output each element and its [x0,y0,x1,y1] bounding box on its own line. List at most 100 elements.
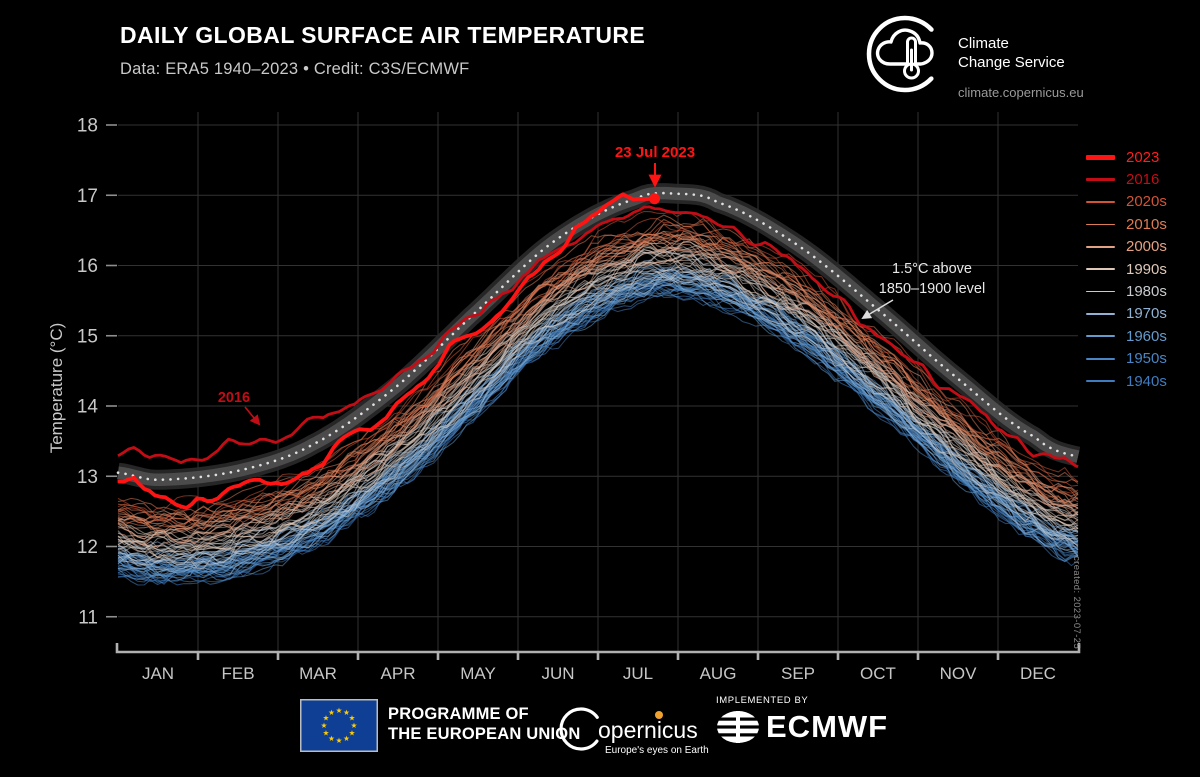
legend-label: 2010s [1126,215,1167,233]
legend-swatch [1086,223,1115,226]
svg-text:SEP: SEP [781,664,815,683]
legend-item-1990s: 1990s [1086,258,1167,280]
year-line [117,270,1079,573]
legend-item-2023: 2023 [1086,146,1167,168]
svg-text:JAN: JAN [142,664,174,683]
legend-label: 2020s [1126,193,1167,211]
svg-text:★: ★ [323,729,330,738]
year-line [117,275,1079,574]
legend-swatch [1086,380,1115,382]
svg-text:13: 13 [77,467,98,488]
annotation-23-jul-2023: 23 Jul 2023 [615,144,695,161]
svg-text:12: 12 [77,537,98,558]
svg-text:Temperature (°C): Temperature (°C) [47,323,66,454]
year-line [117,289,1079,581]
year-line [117,259,1079,553]
year-line [117,223,1079,525]
year-line [117,243,1079,543]
annotation-arrow-2016 [244,406,261,426]
svg-text:★: ★ [343,734,350,743]
legend-label: 2000s [1126,238,1167,256]
legend-swatch [1086,245,1115,248]
eu-flag: ★ ★ ★ ★ ★ ★ ★ ★ ★ ★ ★ ★ [300,699,378,757]
legend: 2023 2016 2020s 2010s 2000s 1990s 1980s 1970s 19… [1086,146,1167,392]
svg-text:★: ★ [321,721,328,730]
ecmwf-globe-icon [716,711,760,743]
svg-text:14: 14 [77,397,99,418]
legend-swatch [1086,201,1115,203]
svg-text:AUG: AUG [700,664,737,683]
line-2023 [117,192,655,510]
legend-label: 1950s [1126,350,1167,368]
legend-swatch [1086,290,1115,293]
legend-swatch [1086,357,1115,360]
decade-lines-2020s [117,210,1079,525]
legend-item-1950s: 1950s [1086,348,1167,370]
year-line [117,242,1079,540]
year-line [117,210,1079,514]
chart-subtitle: Data: ERA5 1940–2023 • Credit: C3S/ECMWF [120,60,470,78]
year-line [117,230,1079,531]
legend-item-1970s: 1970s [1086,303,1167,325]
svg-text:17: 17 [77,186,98,207]
svg-text:★: ★ [349,714,356,723]
annotation-threshold-line2: 1850–1900 level [879,281,985,297]
svg-text:★: ★ [323,714,330,723]
annotation-threshold-line1: 1.5°C above [892,261,972,277]
svg-text:16: 16 [77,256,98,277]
year-line [117,282,1079,577]
page-title: DAILY GLOBAL SURFACE AIR TEMPERATURE [120,22,646,48]
svg-text:JUN: JUN [541,664,574,683]
svg-text:JUL: JUL [623,664,653,683]
svg-text:★: ★ [343,708,350,717]
svg-text:★: ★ [336,736,343,745]
year-line [117,267,1079,569]
legend-label: 1960s [1126,327,1167,345]
legend-label: 1980s [1126,283,1167,301]
year-line [117,259,1079,559]
copernicus-logo: opernicus Europe's eyes on Earth [558,696,718,763]
svg-text:18: 18 [77,116,98,137]
legend-item-2016: 2016 [1086,168,1167,190]
svg-text:★: ★ [349,729,356,738]
annotation-arrow-threshold [861,299,894,320]
plot-area [116,183,1080,586]
legend-swatch [1086,154,1115,160]
svg-text:MAR: MAR [299,664,337,683]
line-2016 [117,205,1079,469]
legend-label: 1990s [1126,260,1167,278]
created-note: created: 2023-07-25 [1071,556,1082,650]
legend-label: 2023 [1126,148,1160,166]
svg-text:DEC: DEC [1020,664,1056,683]
c3s-name-line1: Climate [958,35,1009,52]
year-line [117,231,1079,528]
svg-text:MAY: MAY [460,664,496,683]
implemented-by-label: IMPLEMENTED BY [716,695,809,706]
legend-label: 1940s [1126,372,1167,390]
year-line [117,249,1079,547]
year-line [117,274,1079,577]
latest-point-marker [649,193,661,205]
legend-item-2020s: 2020s [1086,191,1167,213]
year-line [117,225,1079,527]
svg-text:OCT: OCT [860,664,896,683]
c3s-logo: Climate Change Service climate.copernicu… [864,12,1084,100]
svg-text:★: ★ [328,708,335,717]
eu-programme-label: PROGRAMME OF THE EUROPEAN UNION [388,705,581,743]
svg-text:FEB: FEB [221,664,254,683]
svg-text:★: ★ [351,721,358,730]
copernicus-dot-icon [655,711,663,719]
chart-header: DAILY GLOBAL SURFACE AIR TEMPERATURE Dat… [120,22,645,79]
legend-swatch [1086,313,1115,315]
svg-text:★: ★ [328,734,335,743]
legend-item-2010s: 2010s [1086,213,1167,235]
c3s-url: climate.copernicus.eu [958,85,1084,100]
svg-text:11: 11 [78,607,98,628]
legend-item-1980s: 1980s [1086,280,1167,302]
copernicus-tagline: Europe's eyes on Earth [605,745,709,756]
annotation-2016: 2016 [218,390,250,406]
svg-text:15: 15 [77,326,98,347]
eu-flag-stars: ★ ★★★★★★★★★★★ [321,706,358,745]
